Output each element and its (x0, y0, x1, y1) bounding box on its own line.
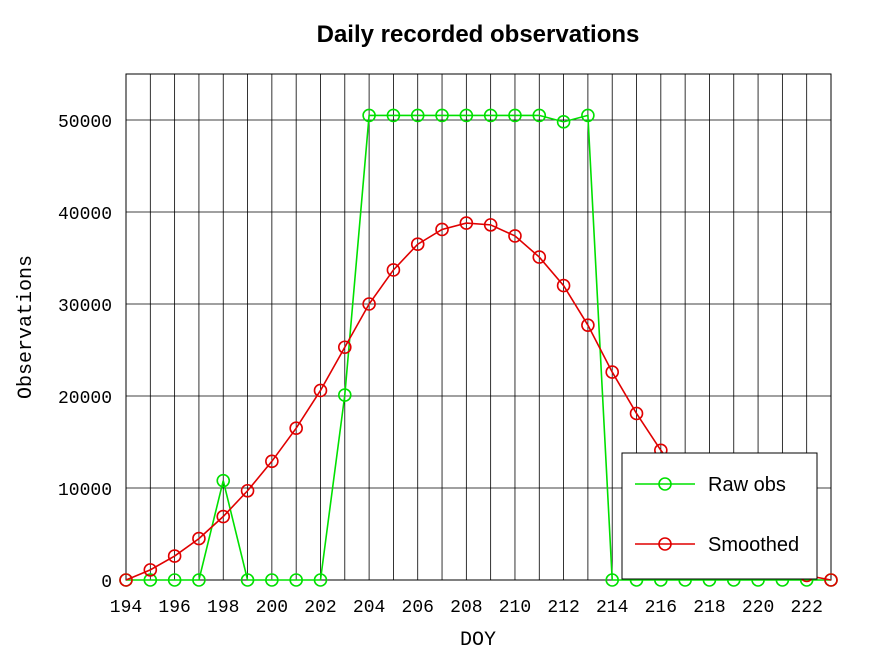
data-point (265, 573, 279, 587)
series-group (119, 108, 838, 587)
chart-title: Daily recorded observations (317, 21, 640, 48)
data-point (362, 297, 376, 311)
data-point (313, 573, 328, 587)
data-point (265, 454, 279, 469)
x-tick-label: 212 (547, 598, 579, 618)
y-tick-label: 30000 (58, 297, 112, 317)
data-point (313, 383, 328, 398)
plot-frame (125, 73, 832, 581)
data-point (459, 108, 474, 123)
legend-swatch-marker (658, 537, 672, 551)
x-tick-label: 218 (693, 598, 725, 618)
y-tick-label: 20000 (58, 389, 112, 409)
y-axis-label: Observations (15, 255, 38, 399)
data-point (240, 573, 255, 587)
data-point (508, 229, 522, 243)
data-point (386, 263, 401, 277)
y-axis-ticks: 0 10000 20000 30000 40000 50000 (58, 113, 112, 593)
x-tick-label: 216 (645, 598, 677, 618)
data-point (581, 108, 595, 123)
y-tick-label: 40000 (58, 205, 112, 225)
data-point (410, 108, 425, 123)
data-point (119, 573, 133, 587)
data-point (435, 222, 449, 237)
data-point (216, 473, 231, 488)
data-point (167, 549, 182, 563)
x-tick-label: 210 (499, 598, 531, 618)
series-line (126, 114, 831, 581)
data-point (483, 218, 498, 232)
data-point (532, 108, 547, 123)
x-tick-label: 214 (596, 598, 628, 618)
y-tick-label: 10000 (58, 481, 112, 501)
data-point (556, 278, 571, 293)
x-tick-label: 200 (256, 598, 288, 618)
data-point (824, 573, 838, 587)
data-point (410, 237, 425, 251)
data-point (508, 108, 522, 123)
data-point (435, 108, 449, 123)
data-point (581, 318, 595, 332)
data-point (532, 250, 547, 264)
x-axis-label: DOY (460, 629, 496, 652)
x-tick-label: 220 (742, 598, 774, 618)
data-point (289, 421, 303, 436)
data-point (459, 216, 474, 230)
data-point (240, 483, 255, 498)
data-point (556, 115, 571, 129)
data-point (143, 563, 158, 577)
x-tick-label: 194 (110, 598, 142, 618)
x-tick-label: 222 (790, 598, 822, 618)
legend-box (621, 452, 818, 580)
data-point (192, 531, 206, 546)
y-tick-label: 0 (101, 573, 112, 593)
x-tick-label: 206 (402, 598, 434, 618)
data-point (167, 573, 182, 587)
legend-label: Raw obs (708, 474, 786, 496)
legend: Raw obs Smoothed (621, 452, 818, 580)
data-point (605, 365, 620, 379)
legend-swatch-marker (658, 477, 672, 491)
data-point (337, 388, 352, 402)
data-point (629, 406, 644, 421)
data-point (143, 573, 158, 587)
x-tick-label: 196 (158, 598, 190, 618)
x-tick-label: 204 (353, 598, 385, 618)
data-point (386, 108, 401, 123)
data-point (362, 108, 376, 123)
data-point (337, 340, 352, 355)
x-tick-label: 208 (450, 598, 482, 618)
y-tick-label: 50000 (58, 113, 112, 133)
x-axis-ticks: 194 196 198 200 202 204 206 208 210 212 214 216 218 2… (110, 598, 823, 618)
x-tick-label: 198 (207, 598, 239, 618)
x-tick-label: 202 (304, 598, 336, 618)
data-point (605, 573, 620, 587)
data-point (289, 573, 303, 587)
data-point (483, 108, 498, 123)
data-point (216, 509, 231, 524)
data-point (192, 573, 206, 587)
legend-label: Smoothed (708, 534, 799, 556)
